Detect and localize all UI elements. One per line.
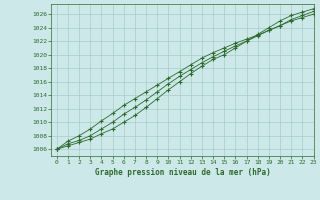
X-axis label: Graphe pression niveau de la mer (hPa): Graphe pression niveau de la mer (hPa): [94, 168, 270, 177]
